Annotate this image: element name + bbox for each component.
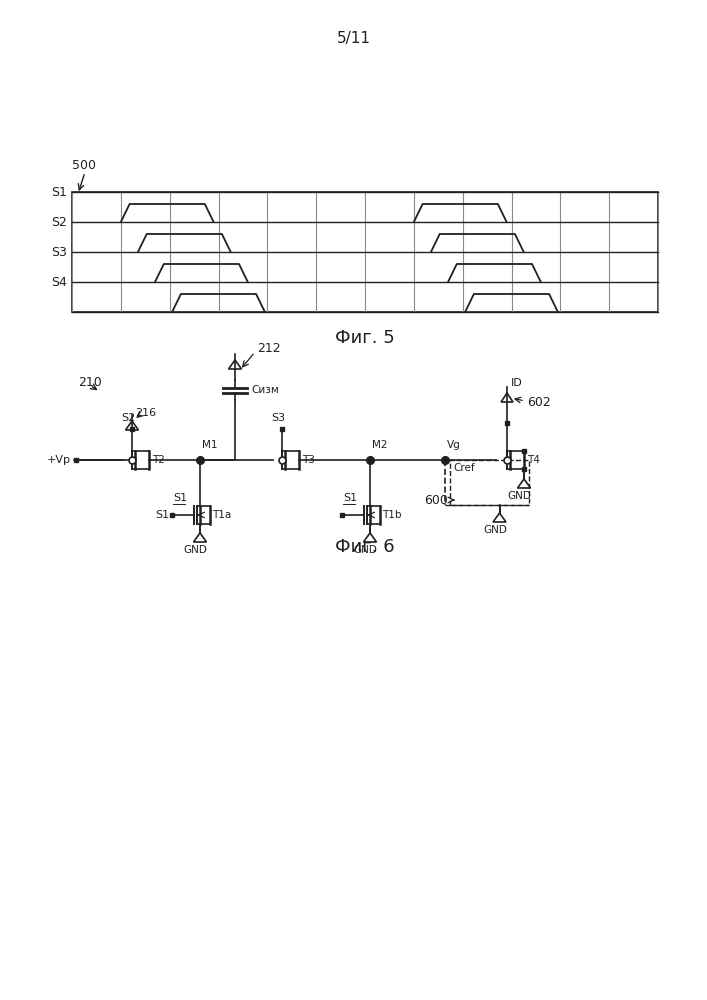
Text: 600: 600 xyxy=(424,493,448,506)
Text: Фиг. 5: Фиг. 5 xyxy=(335,329,395,347)
Text: ID: ID xyxy=(511,378,522,388)
Text: T2: T2 xyxy=(152,455,165,465)
Text: S1: S1 xyxy=(155,510,169,520)
Text: S1: S1 xyxy=(51,186,67,198)
Text: 210: 210 xyxy=(78,375,102,388)
Text: T4: T4 xyxy=(527,455,540,465)
Text: Vg: Vg xyxy=(447,440,461,450)
Text: S1: S1 xyxy=(343,493,357,503)
Text: 216: 216 xyxy=(135,408,156,418)
Text: Фиг. 6: Фиг. 6 xyxy=(335,538,395,556)
Text: M2: M2 xyxy=(372,440,387,450)
Text: Cref: Cref xyxy=(453,463,474,473)
Text: T1b: T1b xyxy=(382,510,402,520)
Text: S4: S4 xyxy=(51,275,67,288)
Text: GND: GND xyxy=(353,545,377,555)
Text: +Vp: +Vp xyxy=(47,455,71,465)
Text: GND: GND xyxy=(484,525,508,535)
Text: 5/11: 5/11 xyxy=(337,30,370,45)
Text: S3: S3 xyxy=(51,245,67,258)
Text: Сизм: Сизм xyxy=(251,385,279,395)
Text: GND: GND xyxy=(183,545,207,555)
Text: S3: S3 xyxy=(271,413,285,423)
Text: M1: M1 xyxy=(202,440,218,450)
Text: 212: 212 xyxy=(257,342,281,355)
Text: S2: S2 xyxy=(121,413,135,423)
Text: 500: 500 xyxy=(72,159,96,172)
Bar xyxy=(450,460,529,505)
Text: S2: S2 xyxy=(51,216,67,229)
Text: GND: GND xyxy=(507,491,531,501)
Bar xyxy=(72,192,658,312)
Text: T1a: T1a xyxy=(212,510,231,520)
Text: T3: T3 xyxy=(302,455,315,465)
Text: 602: 602 xyxy=(527,396,551,410)
Text: S1: S1 xyxy=(173,493,187,503)
